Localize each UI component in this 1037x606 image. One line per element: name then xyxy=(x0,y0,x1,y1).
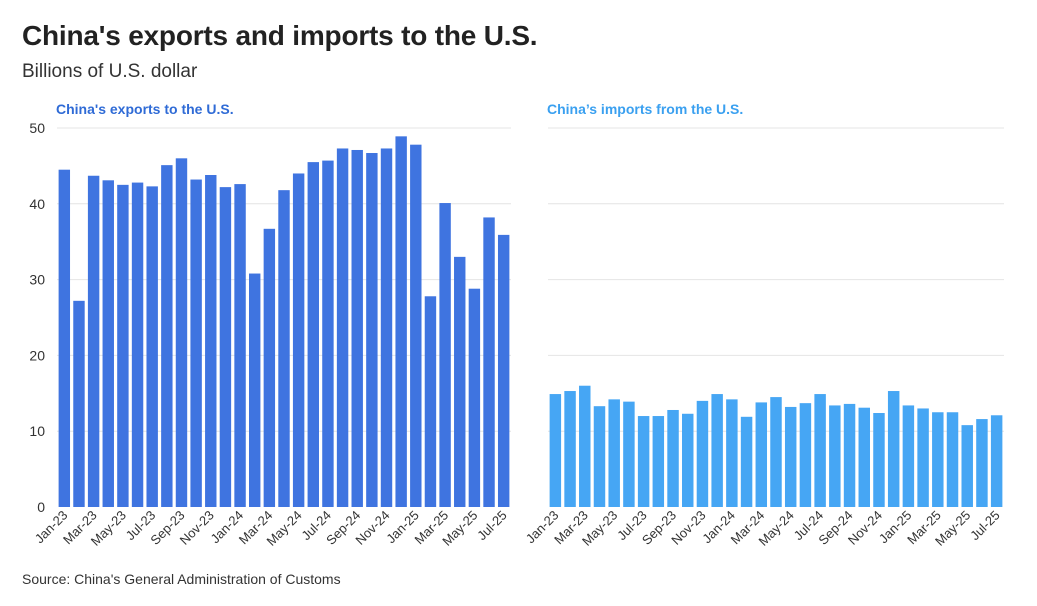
exports-bar: May-24: 44 xyxy=(292,173,305,508)
exports-bar: Jul-25: 35.9 xyxy=(497,234,510,507)
exports-bar: Jun-23: 42.8 xyxy=(131,182,144,507)
imports-bar: Nov-24: 12.4 xyxy=(873,413,885,507)
exports-bar: Sep-24: 47.1 xyxy=(351,149,363,508)
exports-bar: May-23: 42.5 xyxy=(117,184,129,507)
imports-bar: May-24: 13.2 xyxy=(784,406,797,507)
exports-y-tick-label: 50 xyxy=(29,120,45,136)
exports-bar: Nov-23: 43.8 xyxy=(205,175,217,507)
imports-bar: Jun-23: 13.9 xyxy=(623,401,635,507)
imports-bar: Mar-24: 13.8 xyxy=(755,402,768,507)
imports-bar: Jun-25: 11.6 xyxy=(976,419,988,507)
exports-bar: Jan-23: 44.5 xyxy=(58,169,71,507)
imports-bar: May-25: 10.8 xyxy=(961,425,973,507)
exports-y-tick-label: 40 xyxy=(29,196,45,212)
imports-panel-title: China’s imports from the U.S. xyxy=(547,101,743,117)
exports-bar: Jun-25: 38.2 xyxy=(483,217,495,507)
exports-bar: Jun-24: 45.5 xyxy=(307,162,319,508)
exports-y-tick-label: 10 xyxy=(29,423,45,439)
imports-bar: Jan-23: 14.9 xyxy=(549,394,562,507)
imports-bar: Feb-23: 15.3 xyxy=(564,391,576,507)
imports-bar: Oct-23: 12.3 xyxy=(682,413,694,507)
imports-bar: Nov-23: 14 xyxy=(696,400,709,507)
exports-bar: Jan-25: 47.8 xyxy=(410,144,422,507)
exports-bar: Nov-24: 47.3 xyxy=(380,148,393,507)
imports-bar: May-23: 14.2 xyxy=(608,399,620,507)
imports-bar: Apr-24: 14.5 xyxy=(770,397,782,507)
chart-title: China's exports and imports to the U.S. xyxy=(22,20,538,51)
exports-bar: Apr-25: 33 xyxy=(454,256,466,507)
exports-bars: Jan-23: 44.5Feb-23: 27.2Mar-23: 43.7Apr-… xyxy=(58,136,510,508)
exports-bar: Oct-24: 46.7 xyxy=(366,153,378,507)
exports-bar: Feb-24: 30.8 xyxy=(249,273,261,507)
exports-bar: Apr-24: 41.8 xyxy=(278,190,290,507)
exports-y-tick-label: 0 xyxy=(37,499,45,515)
exports-bar: Mar-24: 36.7 xyxy=(263,228,276,507)
exports-bar: Feb-23: 27.2 xyxy=(73,300,85,507)
exports-panel-title: China's exports to the U.S. xyxy=(56,101,234,117)
exports-bar: Mar-23: 43.7 xyxy=(87,175,100,507)
imports-bar: Apr-25: 12.5 xyxy=(946,412,959,507)
imports-bar: Sep-24: 13.6 xyxy=(843,403,856,507)
imports-bar: Mar-25: 12.5 xyxy=(932,412,944,507)
imports-bar: Feb-24: 11.9 xyxy=(740,416,753,507)
imports-bar: Aug-24: 13.4 xyxy=(829,405,841,507)
imports-bar: Mar-23: 16 xyxy=(579,385,591,507)
imports-bar: Dec-23: 14.9 xyxy=(711,394,723,507)
imports-bar: Jan-25: 13.4 xyxy=(902,405,915,507)
exports-bar: Aug-24: 47.3 xyxy=(336,148,349,507)
imports-bar: Feb-25: 13 xyxy=(917,408,929,507)
exports-bar: Aug-23: 45.1 xyxy=(161,165,173,507)
exports-bar: Oct-23: 43.2 xyxy=(190,179,202,508)
exports-x-tick-label: Jul-25 xyxy=(474,508,510,544)
exports-bar: May-25: 28.8 xyxy=(468,288,481,507)
exports-bar: Feb-25: 27.8 xyxy=(424,296,437,507)
imports-grid xyxy=(548,127,1004,432)
source-note: Source: China's General Administration o… xyxy=(22,571,341,587)
imports-bar: Jun-24: 13.7 xyxy=(799,403,812,507)
imports-bar: Sep-23: 12.8 xyxy=(667,409,679,507)
imports-bar: Apr-23: 13.3 xyxy=(593,406,606,507)
imports-bar: Jul-23: 12 xyxy=(637,416,650,507)
exports-bar: Dec-24: 48.9 xyxy=(395,136,407,507)
exports-bar: Sep-23: 46 xyxy=(175,158,188,507)
exports-bar: Dec-23: 42.2 xyxy=(219,187,232,507)
imports-bar: Dec-24: 15.3 xyxy=(887,391,900,507)
exports-bar: Jul-23: 42.3 xyxy=(146,186,158,507)
exports-bar: Mar-25: 40.1 xyxy=(439,203,451,508)
exports-bar: Apr-23: 43.1 xyxy=(102,180,114,508)
exports-bar: Jul-24: 45.7 xyxy=(322,160,334,507)
imports-x-tick-label: Jul-25 xyxy=(967,508,1003,544)
imports-bar: Oct-24: 13.1 xyxy=(858,407,870,507)
exports-bar: Jan-24: 42.6 xyxy=(234,184,246,507)
imports-bar: Jul-25: 12.1 xyxy=(990,415,1003,507)
imports-bar: Jul-24: 14.9 xyxy=(814,394,826,507)
imports-bar: Jan-24: 14.2 xyxy=(726,399,738,507)
exports-y-tick-label: 30 xyxy=(29,272,45,288)
imports-bar: Aug-23: 12 xyxy=(652,416,665,507)
chart-subtitle: Billions of U.S. dollar xyxy=(22,61,198,82)
exports-y-tick-label: 20 xyxy=(29,347,45,363)
